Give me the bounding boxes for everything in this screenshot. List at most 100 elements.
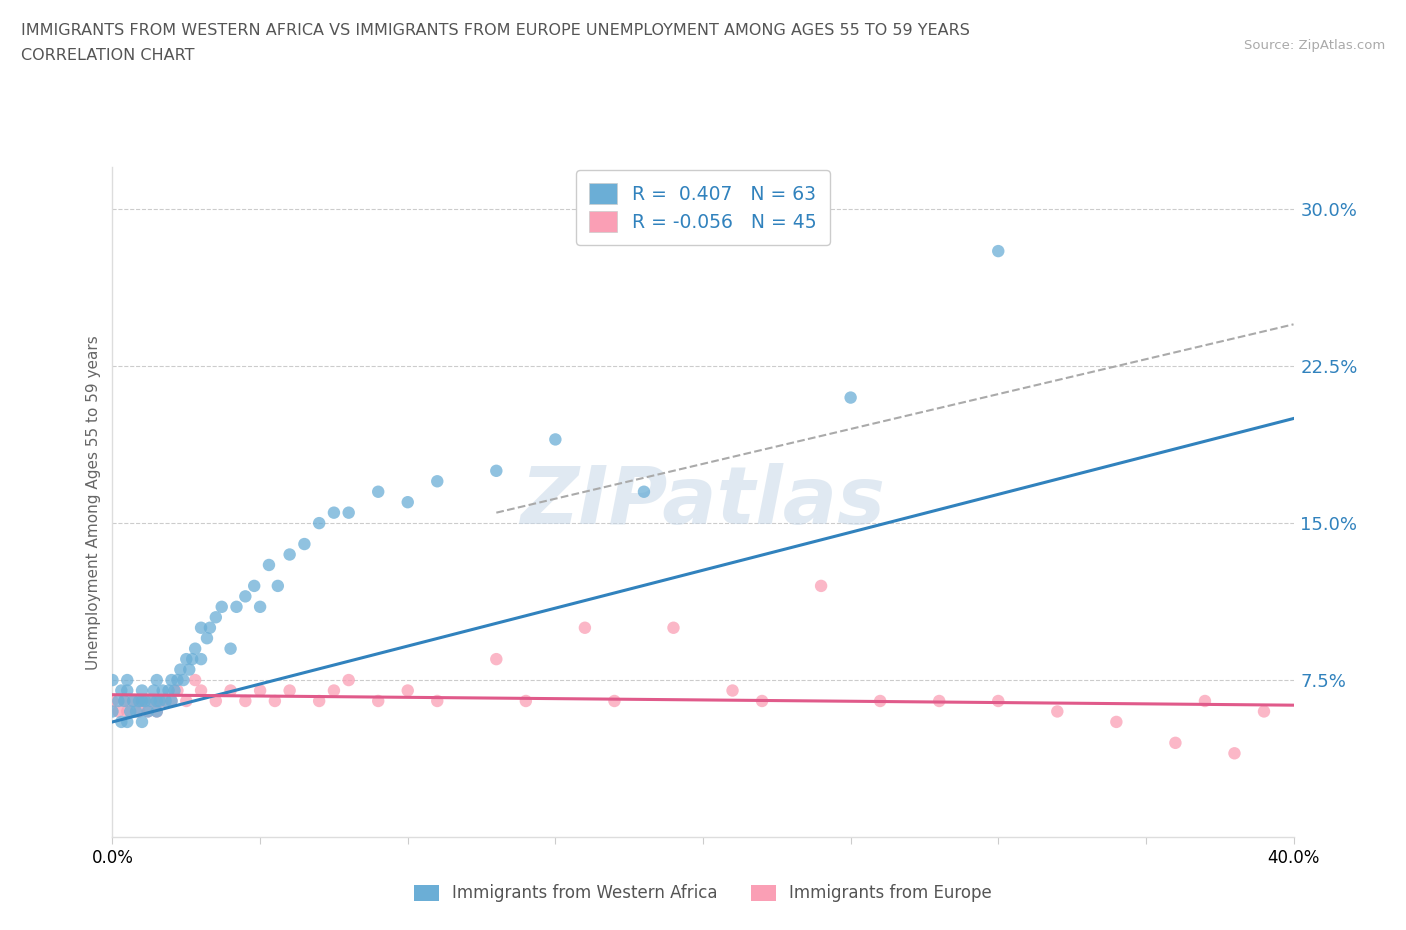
Point <box>205 610 228 625</box>
Point <box>146 694 169 709</box>
Point <box>323 505 346 520</box>
Point <box>292 537 315 551</box>
Point <box>662 620 685 635</box>
Text: CORRELATION CHART: CORRELATION CHART <box>21 48 194 63</box>
Point <box>987 694 1010 709</box>
Point <box>869 694 891 709</box>
Point <box>128 704 150 719</box>
Point <box>142 694 165 709</box>
Point <box>125 704 148 719</box>
Point <box>101 694 124 709</box>
Point <box>810 578 832 593</box>
Point <box>426 474 449 489</box>
Point <box>1105 714 1128 729</box>
Point <box>146 672 169 687</box>
Y-axis label: Unemployment Among Ages 55 to 59 years: Unemployment Among Ages 55 to 59 years <box>86 335 101 670</box>
Point <box>117 672 138 687</box>
Point <box>198 620 221 635</box>
Point <box>195 631 218 645</box>
Point <box>142 683 165 698</box>
Point <box>172 672 194 687</box>
Text: IMMIGRANTS FROM WESTERN AFRICA VS IMMIGRANTS FROM EUROPE UNEMPLOYMENT AMONG AGES: IMMIGRANTS FROM WESTERN AFRICA VS IMMIGR… <box>21 23 970 38</box>
Point <box>308 516 330 531</box>
Point <box>152 683 174 698</box>
Point <box>117 704 138 719</box>
Point <box>337 505 360 520</box>
Text: ZIPatlas: ZIPatlas <box>520 463 886 541</box>
Point <box>146 704 169 719</box>
Point <box>112 694 135 709</box>
Point <box>112 694 135 709</box>
Point <box>136 704 159 719</box>
Point <box>485 652 508 667</box>
Point <box>396 495 419 510</box>
Point <box>101 672 124 687</box>
Point <box>264 694 287 709</box>
Point <box>166 683 188 698</box>
Point <box>134 694 156 709</box>
Point <box>396 683 419 698</box>
Point <box>1194 694 1216 709</box>
Point <box>515 694 537 709</box>
Point <box>120 704 142 719</box>
Point <box>633 485 655 499</box>
Point <box>107 694 129 709</box>
Point <box>839 391 862 405</box>
Point <box>367 485 389 499</box>
Point <box>174 652 197 667</box>
Point <box>190 620 212 635</box>
Point <box>603 694 626 709</box>
Point <box>131 694 153 709</box>
Point <box>101 704 124 719</box>
Point <box>169 662 191 677</box>
Point <box>152 694 174 709</box>
Point <box>128 694 150 709</box>
Point <box>278 547 301 562</box>
Point <box>146 704 169 719</box>
Point <box>160 694 183 709</box>
Point <box>544 432 567 447</box>
Point <box>149 694 172 709</box>
Point <box>190 683 212 698</box>
Point <box>211 600 233 615</box>
Point <box>485 463 508 478</box>
Point <box>131 714 153 729</box>
Point <box>721 683 744 698</box>
Point <box>136 704 159 719</box>
Point <box>225 600 247 615</box>
Point <box>249 683 271 698</box>
Point <box>117 683 138 698</box>
Point <box>257 558 280 573</box>
Point <box>367 694 389 709</box>
Point <box>122 694 145 709</box>
Text: Source: ZipAtlas.com: Source: ZipAtlas.com <box>1244 39 1385 52</box>
Point <box>1046 704 1069 719</box>
Point <box>179 662 201 677</box>
Point <box>131 683 153 698</box>
Point <box>155 694 177 709</box>
Point <box>278 683 301 698</box>
Point <box>160 694 183 709</box>
Point <box>190 652 212 667</box>
Point <box>181 652 204 667</box>
Point <box>233 589 256 604</box>
Point <box>426 694 449 709</box>
Point <box>110 683 132 698</box>
Point <box>122 694 145 709</box>
Point <box>574 620 596 635</box>
Point <box>928 694 950 709</box>
Point <box>117 714 138 729</box>
Point <box>308 694 330 709</box>
Point <box>160 672 183 687</box>
Point <box>184 672 207 687</box>
Point <box>174 694 197 709</box>
Point <box>249 600 271 615</box>
Point <box>751 694 773 709</box>
Point <box>219 642 242 657</box>
Point <box>337 672 360 687</box>
Point <box>166 672 188 687</box>
Point <box>987 244 1010 259</box>
Point <box>139 694 162 709</box>
Point <box>110 714 132 729</box>
Legend: Immigrants from Western Africa, Immigrants from Europe: Immigrants from Western Africa, Immigran… <box>408 878 998 909</box>
